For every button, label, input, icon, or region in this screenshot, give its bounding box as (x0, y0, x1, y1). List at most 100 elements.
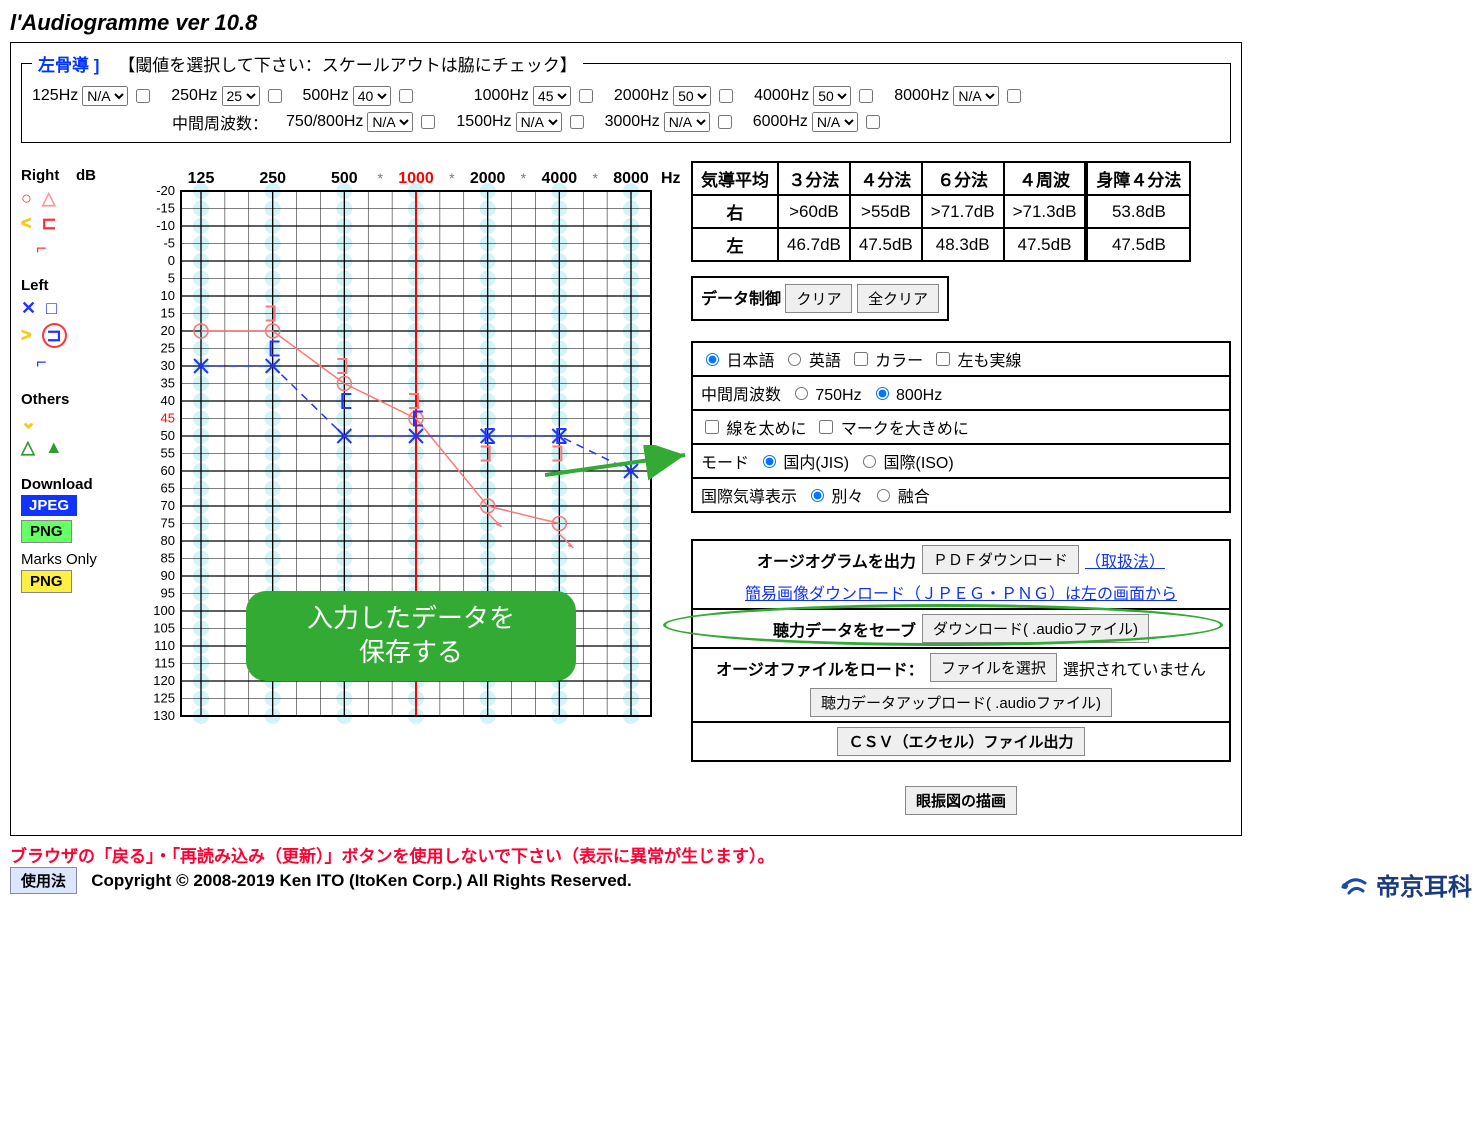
avg-cell: >55dB (850, 195, 922, 228)
scaleout-checkbox-8000Hz[interactable] (1007, 89, 1021, 103)
svg-text:30: 30 (161, 358, 175, 373)
svg-text:35: 35 (161, 376, 175, 391)
triangle-fill-icon[interactable]: ▲ (45, 437, 63, 458)
scaleout-checkbox-750/800Hz[interactable] (421, 115, 435, 129)
avg-cell: >71.3dB (1004, 195, 1087, 228)
svg-text:130: 130 (153, 708, 175, 723)
mode-jis-radio[interactable]: 国内(JIS) (758, 455, 849, 472)
intl-disp-label: 国際気導表示 (701, 489, 797, 506)
upload-audio-button[interactable]: 聴力データアップロード( .audioファイル) (810, 688, 1112, 717)
scaleout-checkbox-250Hz[interactable] (268, 89, 282, 103)
controls-column: 気導平均３分法４分法６分法４周波身障４分法 右>60dB>55dB>71.7dB… (681, 161, 1231, 815)
usage-button[interactable]: 使用法 (10, 867, 77, 894)
download-jpeg-button[interactable]: JPEG (21, 495, 77, 516)
csv-output-button[interactable]: ＣＳＶ（エクセル）ファイル出力 (837, 727, 1084, 756)
freq-label: 1000Hz (474, 87, 529, 105)
scaleout-checkbox-3000Hz[interactable] (718, 115, 732, 129)
choose-file-button[interactable]: ファイルを選択 (930, 653, 1057, 682)
color-checkbox[interactable]: カラー (850, 353, 923, 370)
lbracket-icon[interactable]: ⊏ (42, 213, 57, 234)
simple-image-note[interactable]: 簡易画像ダウンロード（ＪＰＥＧ・ＰＮＧ）は左の画面から (699, 580, 1223, 604)
clear-all-button[interactable]: 全クリア (857, 284, 939, 313)
scaleout-checkbox-4000Hz[interactable] (859, 89, 873, 103)
f750-radio[interactable]: 750Hz (790, 387, 862, 404)
legend-bracket: ] (94, 56, 100, 75)
download-png-marks-button[interactable]: PNG (21, 570, 72, 593)
brand-logo: 帝京耳科 (1339, 867, 1472, 902)
svg-text:50: 50 (161, 428, 175, 443)
pdf-download-button[interactable]: ＰＤＦダウンロード (922, 545, 1079, 574)
freq-label: 6000Hz (753, 113, 808, 131)
svg-text:15: 15 (161, 306, 175, 321)
scaleout-checkbox-1500Hz[interactable] (570, 115, 584, 129)
freq-label: 125Hz (32, 87, 78, 105)
corner-icon[interactable]: ⌐ (36, 238, 47, 259)
scaleout-checkbox-500Hz[interactable] (399, 89, 413, 103)
thick-line-checkbox[interactable]: 線を太めに (701, 421, 806, 438)
lang-jp-radio[interactable]: 日本語 (701, 353, 774, 370)
freq-select-750/800Hz[interactable]: N/A (367, 112, 413, 132)
scaleout-checkbox-2000Hz[interactable] (719, 89, 733, 103)
freq-item-125Hz: 125HzN/A (32, 86, 153, 106)
freq-select-1500Hz[interactable]: N/A (516, 112, 562, 132)
freq-item-1000Hz: 1000Hz45 (474, 86, 596, 106)
scaleout-checkbox-6000Hz[interactable] (866, 115, 880, 129)
mode-iso-radio[interactable]: 国際(ISO) (858, 455, 954, 472)
nystagmus-button[interactable]: 眼振図の描画 (905, 786, 1017, 815)
svg-text:-15: -15 (156, 201, 175, 216)
chart-column: Right dB ○△ <⊏ .⌐ Left ✕□ >⊐ .⌐ Others ⌄… (21, 161, 681, 815)
intl-sep-radio[interactable]: 別々 (806, 489, 863, 506)
avg-side: 右 (692, 195, 778, 228)
svg-text:*: * (592, 170, 598, 186)
output-block: オージオグラムを出力 ＰＤＦダウンロード （取扱法） 簡易画像ダウンロード（ＪＰ… (691, 539, 1231, 762)
freq-select-125Hz[interactable]: N/A (82, 86, 128, 106)
svg-text:75: 75 (161, 516, 175, 531)
freq-select-250Hz[interactable]: 25 (222, 86, 260, 106)
svg-text:70: 70 (161, 498, 175, 513)
lt-icon[interactable]: < (21, 213, 32, 234)
scaleout-checkbox-1000Hz[interactable] (579, 89, 593, 103)
download-audio-button[interactable]: ダウンロード( .audioファイル) (922, 614, 1149, 643)
avg-header: ３分法 (778, 162, 850, 195)
svg-text:4000: 4000 (542, 170, 578, 187)
avg-cell: 47.5dB (1086, 228, 1190, 261)
svg-text:60: 60 (161, 463, 175, 478)
left-solid-checkbox[interactable]: 左も実線 (932, 353, 1021, 370)
intl-merge-radio[interactable]: 融合 (872, 489, 929, 506)
svg-text:80: 80 (161, 533, 175, 548)
svg-text:-20: -20 (156, 183, 175, 198)
main-frame: 左骨導 ] 【閾値を選択して下さい：スケールアウトは脇にチェック】 125HzN… (10, 42, 1242, 836)
corner2-icon[interactable]: ⌐ (36, 352, 47, 373)
big-mark-checkbox[interactable]: マークを大きめに (815, 421, 968, 438)
scaleout-checkbox-125Hz[interactable] (136, 89, 150, 103)
down-chevron-icon[interactable]: ⌄ (21, 412, 36, 433)
avg-cell: 46.7dB (778, 228, 850, 261)
f800-radio[interactable]: 800Hz (871, 387, 943, 404)
square-icon[interactable]: □ (46, 298, 57, 319)
freq-item-1500Hz: 1500HzN/A (456, 112, 586, 132)
freq-select-2000Hz[interactable]: 50 (673, 86, 711, 106)
clear-button[interactable]: クリア (785, 284, 852, 313)
svg-text:0: 0 (168, 253, 175, 268)
howto-link[interactable]: （取扱法） (1085, 548, 1165, 572)
rbracket-selected-icon[interactable]: ⊐ (42, 323, 67, 348)
svg-text:2000: 2000 (470, 170, 506, 187)
download-png-button[interactable]: PNG (21, 520, 72, 543)
freq-select-1000Hz[interactable]: 45 (533, 86, 571, 106)
frequency-row-main: 125HzN/A250Hz25500Hz401000Hz452000Hz5040… (32, 86, 1220, 106)
circle-icon[interactable]: ○ (21, 188, 32, 209)
freq-select-8000Hz[interactable]: N/A (953, 86, 999, 106)
svg-text:250: 250 (259, 170, 286, 187)
freq-select-500Hz[interactable]: 40 (353, 86, 391, 106)
freq-select-3000Hz[interactable]: N/A (664, 112, 710, 132)
avg-side: 左 (692, 228, 778, 261)
avg-cell: 53.8dB (1086, 195, 1190, 228)
freq-select-6000Hz[interactable]: N/A (812, 112, 858, 132)
x-icon[interactable]: ✕ (21, 298, 36, 319)
annotation-callout: 入力したデータを保存する (246, 591, 576, 681)
lang-en-radio[interactable]: 英語 (783, 353, 840, 370)
triangle-icon[interactable]: △ (42, 188, 56, 209)
freq-select-4000Hz[interactable]: 50 (813, 86, 851, 106)
gt-icon[interactable]: > (21, 325, 32, 346)
triangle-outline-icon[interactable]: △ (21, 437, 35, 458)
